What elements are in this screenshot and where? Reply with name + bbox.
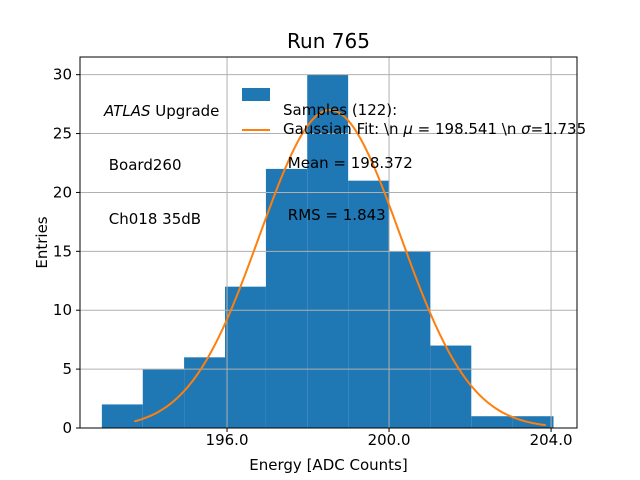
- legend-samples-line-2: Mean = 198.372: [283, 153, 413, 172]
- histogram-bar: [184, 357, 226, 428]
- annotation-line-1: ATLAS Upgrade: [104, 102, 219, 120]
- annotation-line-3: Ch018 35dB: [104, 210, 219, 228]
- x-tick-label: 200.0: [368, 431, 411, 449]
- x-tick-label: 204.0: [530, 431, 573, 449]
- y-tick-label: 25: [53, 125, 72, 143]
- y-tick-label: 0: [62, 419, 72, 437]
- text-run: = 198.541 \n: [412, 120, 522, 138]
- legend-gaussian-entry: Gaussian Fit: \n μ = 198.541 \n σ=1.735: [283, 120, 587, 139]
- x-axis-label: Energy [ADC Counts]: [249, 456, 407, 474]
- legend-samples-line-1: Samples (122):: [283, 101, 398, 119]
- legend-histogram-swatch: [242, 88, 270, 101]
- text-run: Ch018 35dB: [104, 210, 202, 228]
- y-tick-label: 10: [53, 301, 72, 319]
- math-symbol: μ: [403, 120, 413, 138]
- y-tick-label: 30: [53, 66, 72, 84]
- y-tick-label: 5: [62, 360, 72, 378]
- y-tick-label: 20: [53, 183, 72, 201]
- histogram-bar: [348, 180, 390, 428]
- y-tick-label: 15: [53, 242, 72, 260]
- histogram-bar: [389, 251, 431, 428]
- y-axis-label: Entries: [33, 216, 51, 268]
- chart-title: Run 765: [287, 29, 370, 53]
- legend-fit-line-swatch: [242, 129, 270, 131]
- math-symbol: σ: [521, 120, 531, 138]
- histogram-bar: [101, 404, 143, 428]
- plot-annotation: ATLAS Upgrade Board260 Ch018 35dB: [104, 66, 219, 264]
- x-tick-label: 196.0: [206, 431, 249, 449]
- text-run: Board260: [104, 156, 182, 174]
- text-run: Gaussian Fit: \n: [283, 120, 404, 138]
- gaussian-fit-curve: [134, 109, 546, 427]
- math-symbol: ATLAS: [104, 102, 151, 120]
- histogram-bar: [471, 416, 513, 428]
- legend-samples-entry: Samples (122): Mean = 198.372 RMS = 1.84…: [283, 67, 413, 260]
- annotation-line-2: Board260: [104, 156, 219, 174]
- text-run: Upgrade: [150, 102, 220, 120]
- legend-samples-line-3: RMS = 1.843: [283, 206, 386, 224]
- axes-frame: [79, 56, 578, 429]
- histogram-bar: [430, 345, 472, 428]
- text-run: =1.735: [530, 120, 587, 138]
- histogram-bar: [265, 168, 308, 428]
